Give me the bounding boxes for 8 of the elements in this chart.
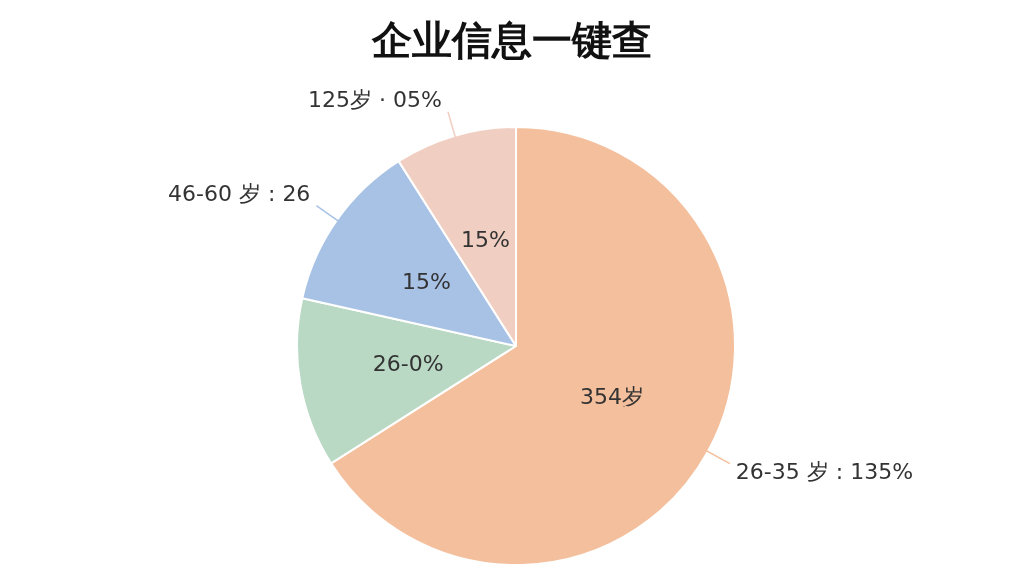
- text: 26-0%: [372, 350, 444, 376]
- slice-label: 125岁 · 05%: [308, 87, 442, 113]
- chart-title: 企业信息一键查: [370, 16, 653, 65]
- text: 354岁: [579, 384, 644, 410]
- slice-label: 26-35 岁 : 135%: [735, 459, 914, 485]
- slice-label: 46-60 岁 : 26: [168, 181, 311, 207]
- text: 15%: [461, 226, 510, 252]
- text: 15%: [401, 268, 451, 294]
